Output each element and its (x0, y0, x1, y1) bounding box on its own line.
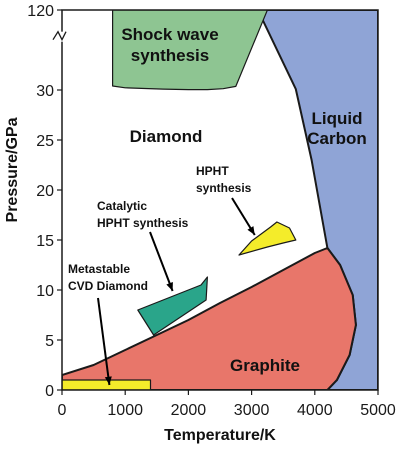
axes-layer: 0 1000 2000 3000 4000 5000 0 5 10 15 20 25 30 120 Temp… (4, 3, 396, 444)
region-shock-wave-synthesis (112, 10, 268, 91)
label-shock-wave-synthesis: Shock wave synthesis (121, 25, 218, 65)
y-tick-label: 20 (36, 183, 54, 200)
x-tick-label: 5000 (360, 402, 396, 419)
arrowhead-metastable-cvd-diamond (104, 376, 112, 385)
arrowhead-catalytic-hpht-synthesis (166, 282, 173, 291)
arrow-layer (97, 197, 256, 386)
plot-frame (61, 9, 379, 391)
y-tick-label: 25 (36, 133, 54, 150)
label-diamond: Diamond (130, 127, 203, 146)
label-liquid-carbon: Liquid Carbon (307, 109, 367, 148)
y-tick-label: 10 (36, 283, 54, 300)
arrowhead-hpht-synthesis (247, 226, 255, 235)
arrow-metastable-cvd-diamond (97, 297, 111, 386)
x-tick-label: 2000 (171, 402, 207, 419)
annotation-metastable-cvd-diamond: Metastable CVD Diamond (68, 262, 148, 293)
region-metastable-cvd-diamond (62, 379, 152, 390)
y-tick-label: 120 (27, 3, 54, 20)
y-axis-title: Pressure/GPa (4, 117, 21, 222)
x-tick-label: 4000 (297, 402, 333, 419)
x-tick-label: 1000 (107, 402, 143, 419)
region-graphite (62, 247, 357, 390)
x-tick-label: 3000 (234, 402, 270, 419)
y-tick-label: 5 (45, 333, 54, 350)
region-catalytic-hpht-synthesis (137, 276, 208, 336)
x-axis-title: Temperature/K (164, 427, 276, 444)
arrow-catalytic-hpht-synthesis (149, 231, 174, 292)
label-graphite: Graphite (230, 356, 300, 375)
region-hpht-synthesis (238, 221, 297, 256)
annotation-catalytic-hpht-synthesis: Catalytic HPHT synthesis (97, 199, 189, 230)
y-tick-label: 15 (36, 233, 54, 250)
label-layer: Shock wave synthesis Diamond Liquid Carbon Gr… (68, 25, 367, 375)
y-tick-label: 0 (45, 383, 54, 400)
x-tick-label: 0 (58, 402, 67, 419)
axis-break-icon (52, 30, 67, 42)
annotation-hpht-synthesis: HPHT synthesis (196, 164, 252, 195)
y-tick-label: 30 (36, 83, 54, 100)
region-layer (62, 10, 378, 390)
